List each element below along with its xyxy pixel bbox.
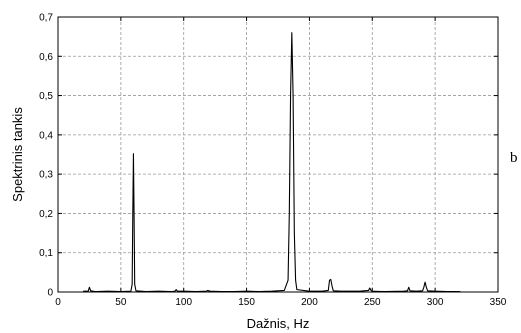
x-tick-label: 100 [175, 297, 192, 308]
spectrum-series-line [83, 32, 461, 293]
y-tick-label: 0,5 [39, 91, 53, 102]
y-axis-title: Spektrinis tankis [10, 107, 25, 202]
x-axis-title: Dažnis, Hz [247, 316, 310, 331]
x-tick-label: 50 [115, 297, 127, 308]
x-tick-label: 200 [301, 297, 318, 308]
y-tick-label: 0,6 [39, 52, 53, 63]
x-tick-label: 300 [427, 297, 444, 308]
x-tick-label: 150 [238, 297, 255, 308]
grid-layer [58, 17, 498, 292]
plot-frame [57, 16, 499, 293]
y-tick-label: 0,4 [39, 130, 53, 141]
x-tick-label: 0 [55, 297, 61, 308]
y-tick-label: 0 [47, 288, 53, 299]
y-tick-label: 0,1 [39, 248, 53, 259]
x-tick-label: 250 [364, 297, 381, 308]
y-tick-label: 0,7 [39, 13, 53, 24]
y-tick-label: 0,2 [39, 209, 53, 220]
series-layer [83, 32, 461, 293]
x-tick-label: 350 [490, 297, 507, 308]
tick-layer: 0 50 100 150 200 250 300 350 0 0,1 0,2 0,3 0,4 0,5 0,6… [39, 13, 507, 309]
panel-label: b [510, 150, 518, 166]
y-tick-label: 0,3 [39, 170, 53, 181]
